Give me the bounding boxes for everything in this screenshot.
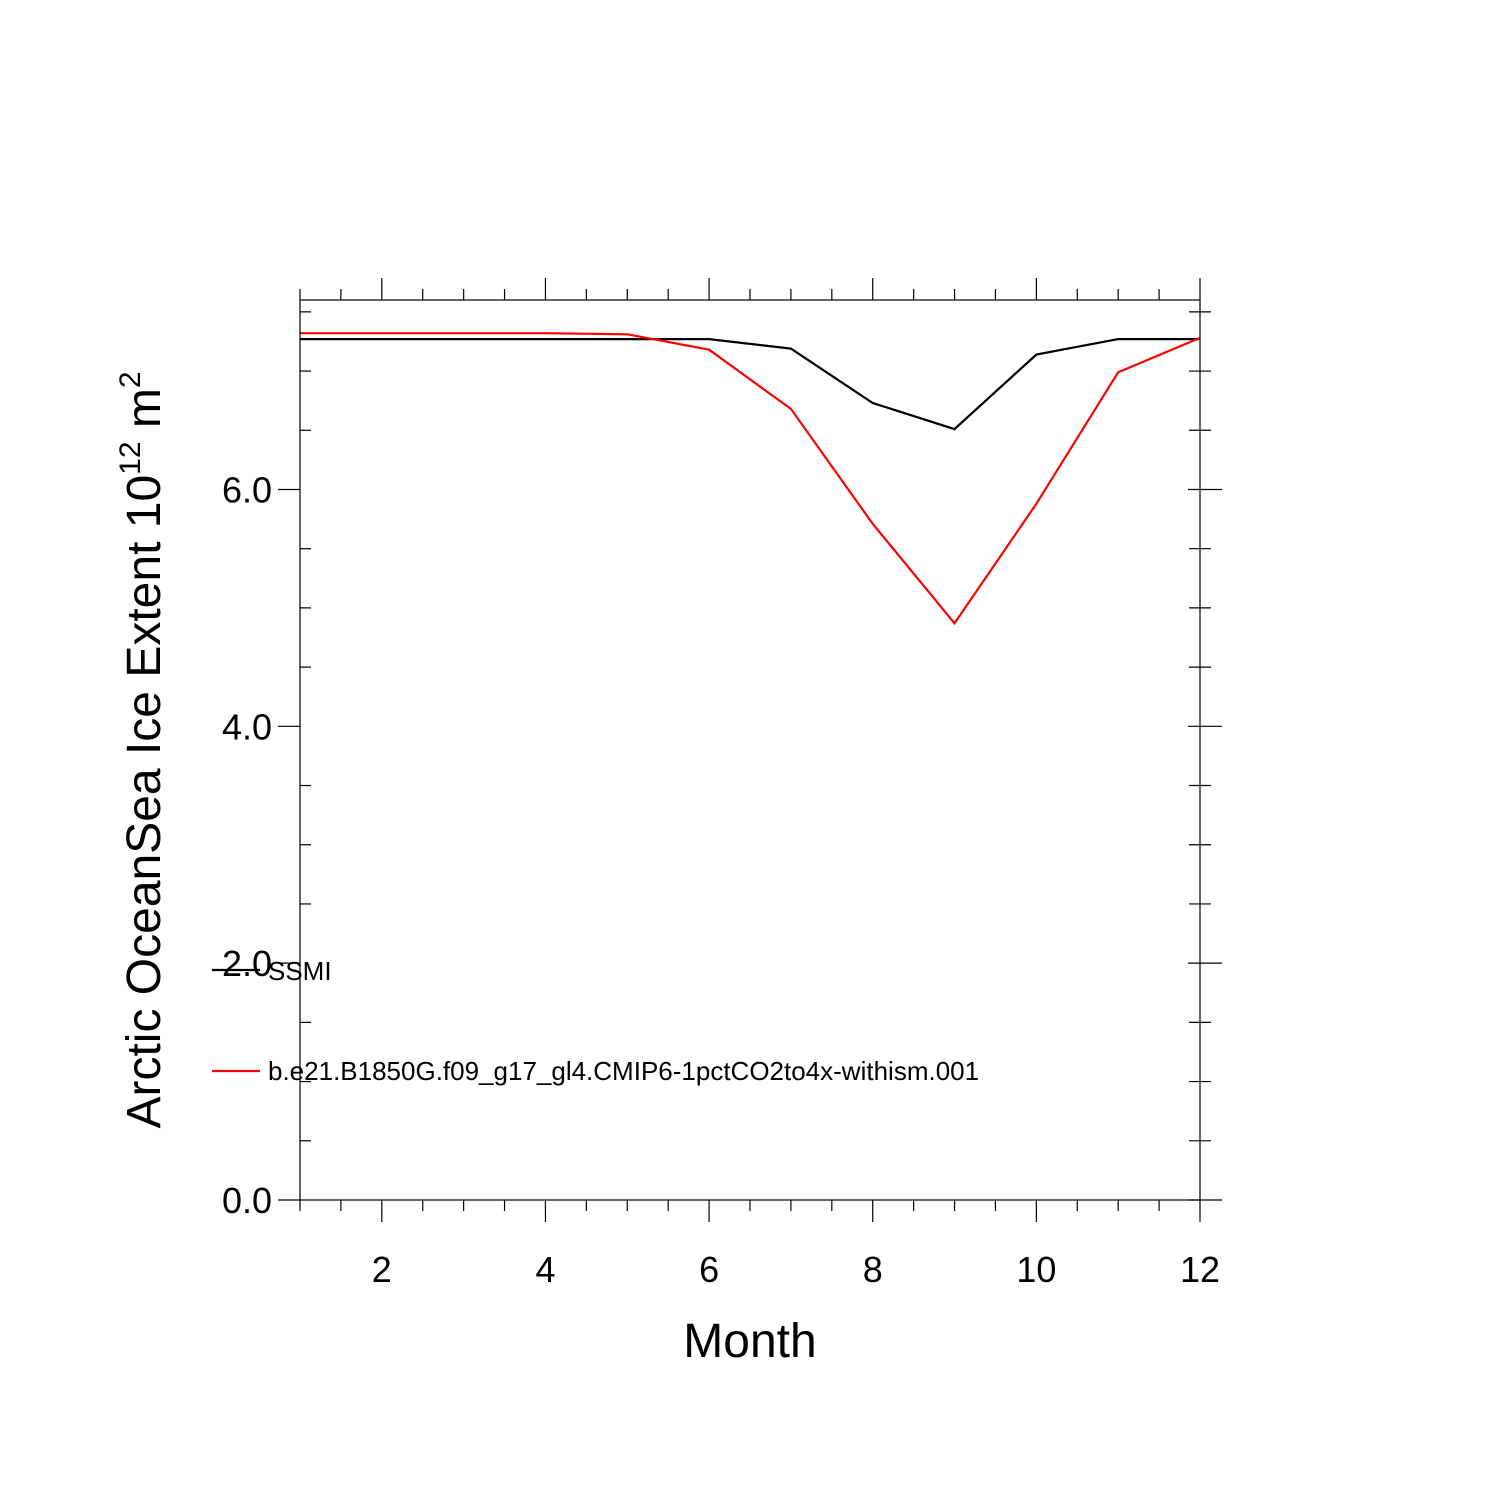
y-axis-label-unit: m bbox=[118, 388, 171, 441]
y-tick-label: 6.0 bbox=[222, 469, 272, 510]
legend-label-model: b.e21.B1850G.f09_g17_gl4.CMIP6-1pctCO2to… bbox=[268, 1056, 979, 1086]
x-tick-labels: 2 4 6 8 10 12 bbox=[372, 1249, 1220, 1290]
y-axis-label: Arctic OceanSea Ice Extent 1012 m2 bbox=[114, 371, 171, 1128]
series-line-model bbox=[300, 332, 1201, 626]
x-tick-label: 12 bbox=[1180, 1249, 1220, 1290]
x-tick-label: 2 bbox=[372, 1249, 392, 1290]
y-tick-label: 2.0 bbox=[222, 943, 272, 984]
x-tick-label: 6 bbox=[699, 1249, 719, 1290]
y-tick-label: 0.0 bbox=[222, 1180, 272, 1221]
x-tick-label: 10 bbox=[1016, 1249, 1056, 1290]
x-axis-label: Month bbox=[683, 1315, 816, 1368]
x-tick-label: 8 bbox=[863, 1249, 883, 1290]
legend-label-ssmi: SSMI bbox=[268, 956, 332, 986]
y-axis-label-exponent: 12 bbox=[114, 441, 147, 474]
plot-frame bbox=[299, 299, 1201, 1201]
y-axis-label-unit-exponent: 2 bbox=[114, 371, 147, 388]
y-axis-label-main: Arctic OceanSea Ice Extent 10 bbox=[118, 475, 171, 1129]
y-tick-labels: 0.0 2.0 4.0 6.0 bbox=[222, 469, 272, 1221]
axis-ticks bbox=[278, 278, 1222, 1222]
y-tick-label: 4.0 bbox=[222, 706, 272, 747]
series-line-ssmi bbox=[300, 338, 1200, 431]
x-tick-label: 4 bbox=[535, 1249, 555, 1290]
legend: SSMI b.e21.B1850G.f09_g17_gl4.CMIP6-1pct… bbox=[212, 956, 979, 1086]
series-layer bbox=[300, 332, 1201, 626]
